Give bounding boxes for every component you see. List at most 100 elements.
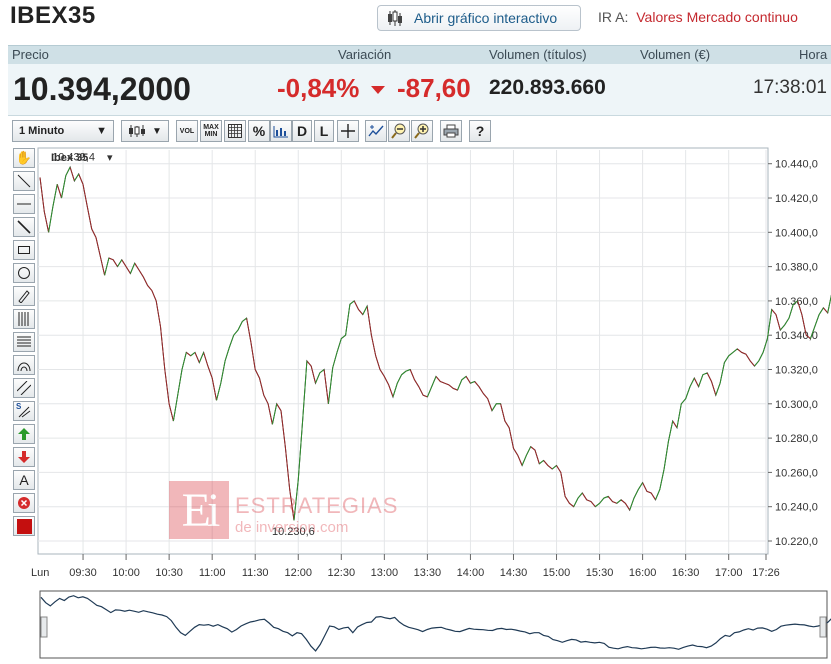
time-value: 17:38:01 (753, 77, 827, 98)
daily-button[interactable]: D (292, 120, 312, 142)
navigator-panel[interactable] (39, 590, 828, 659)
log-scale-button[interactable]: L (314, 120, 334, 142)
y-tick-label: 10.440,0 (775, 159, 818, 171)
pencil-icon (18, 290, 30, 303)
indicators-button[interactable] (270, 120, 292, 142)
buy-arrow-icon (18, 428, 30, 440)
header-volume-eur: Volumen (€) (640, 47, 711, 62)
x-tick-label: 13:00 (371, 567, 399, 579)
channel-icon (17, 381, 31, 395)
header-time: Hora (799, 47, 828, 62)
buy-arrow-tool[interactable] (13, 424, 35, 444)
x-tick-label: 13:30 (414, 567, 442, 579)
volume-toggle[interactable]: VOL (176, 120, 198, 142)
ellipse-icon (18, 267, 30, 279)
crosshair-icon (341, 124, 355, 138)
horizontal-line-tool[interactable] (13, 194, 35, 214)
chevron-down-icon[interactable]: ▾ (107, 152, 113, 164)
fibonacci-vertical-icon (18, 312, 29, 326)
estrategias-watermark: Ei ESTRATEGIAS de inversion.com (169, 481, 397, 539)
zoom-in-button[interactable] (411, 120, 433, 142)
goto-section: IR A: Valores Mercado continuo (598, 9, 798, 25)
header-price: Precio (12, 47, 49, 62)
y-tick-label: 10.400,0 (775, 227, 818, 239)
percent-toggle[interactable]: % (248, 120, 270, 142)
interval-value: 1 Minuto (19, 125, 65, 137)
goto-link-mercado-continuo[interactable]: Valores Mercado continuo (636, 9, 798, 25)
rectangle-tool[interactable] (13, 240, 35, 260)
diagonal-line-tool[interactable] (13, 217, 35, 237)
x-tick-label: 09:30 (69, 567, 97, 579)
plot-area (37, 147, 769, 555)
x-tick-label: 11:00 (199, 567, 226, 579)
grid-icon (228, 124, 242, 138)
fibonacci-vertical-tool[interactable] (13, 309, 35, 329)
compare-icon (368, 125, 384, 137)
rectangle-icon (18, 246, 30, 254)
price-value: 10.394,2000 (13, 71, 191, 107)
x-tick-label: 17:26 (752, 567, 780, 579)
pencil-tool[interactable] (13, 286, 35, 306)
price-series-up-segments (48, 166, 831, 521)
page-title: IBEX35 (10, 2, 96, 29)
daily-icon: D (296, 123, 308, 139)
help-button[interactable]: ? (469, 120, 491, 142)
ellipse-tool[interactable] (13, 263, 35, 283)
chevron-down-icon: ▼ (96, 125, 107, 137)
fibonacci-horizontal-tool[interactable] (13, 332, 35, 352)
day-label: Lun (31, 567, 49, 579)
percent-icon: % (252, 123, 266, 139)
watermark-title: ESTRATEGIAS (235, 493, 399, 518)
speed-lines-tool[interactable]: S (13, 401, 35, 421)
navigator-left-handle[interactable] (40, 616, 48, 638)
text-tool[interactable]: A (13, 470, 35, 490)
arc-tool[interactable] (13, 355, 35, 375)
x-tick-label: 12:00 (284, 567, 312, 579)
grid-toggle[interactable] (224, 120, 246, 142)
x-tick-label: 17:00 (715, 567, 743, 579)
compare-button[interactable] (365, 120, 387, 142)
text-icon: A (19, 472, 29, 488)
x-tick-label: 14:30 (500, 567, 528, 579)
candlestick-icon (388, 10, 402, 26)
channel-tool[interactable] (13, 378, 35, 398)
y-tick-label: 10.280,0 (775, 433, 818, 445)
hand-tool[interactable]: ✋ (13, 148, 35, 168)
y-tick-label: 10.220,0 (775, 536, 818, 548)
color-picker-tool[interactable] (13, 516, 35, 536)
trend-line-tool[interactable] (13, 171, 35, 191)
delete-tool[interactable] (13, 493, 35, 513)
hand-icon: ✋ (15, 150, 33, 165)
open-interactive-chart-button[interactable]: Abrir gráfico interactivo (377, 5, 581, 31)
zoom-out-button[interactable] (388, 120, 410, 142)
speed-label: S (16, 402, 22, 411)
y-tick-label: 10.260,0 (775, 467, 818, 479)
chart-toolbar: 1 Minuto ▼ ▼ VOL MAX MIN % D L (12, 120, 492, 142)
maxmin-toggle[interactable]: MAX MIN (200, 120, 222, 142)
x-tick-label: 16:30 (672, 567, 700, 579)
y-tick-label: 10.320,0 (775, 365, 818, 377)
navigator-series-line (40, 595, 831, 652)
help-icon: ? (475, 123, 485, 139)
navigator-right-handle[interactable] (819, 616, 827, 638)
zoom-in-icon (414, 123, 429, 139)
x-tick-label: 14:00 (457, 567, 485, 579)
series-selector[interactable]: Ibex 35 (51, 152, 88, 164)
open-interactive-chart-label: Abrir gráfico interactivo (414, 10, 558, 26)
chart-type-select[interactable]: ▼ (121, 120, 169, 142)
zoom-out-icon (391, 123, 406, 139)
change-absolute: -87,60 (397, 73, 471, 103)
y-tick-label: 10.340,0 (775, 330, 818, 342)
interval-select[interactable]: 1 Minuto ▼ (12, 120, 114, 142)
maxmin-bottom: MIN (204, 131, 218, 138)
min-value-label: 10.230,6 (272, 526, 315, 538)
x-tick-label: 10:30 (155, 567, 183, 579)
max-value-label: 10.439,4 (52, 152, 95, 164)
crosshair-button[interactable] (337, 120, 359, 142)
fibonacci-horizontal-icon (17, 336, 31, 347)
watermark-logo: Ei (169, 481, 229, 539)
chevron-down-icon: ▼ (152, 125, 162, 137)
quote-header-row: Precio Variación Volumen (títulos) Volum… (8, 45, 831, 64)
print-button[interactable] (440, 120, 462, 142)
sell-arrow-tool[interactable] (13, 447, 35, 467)
